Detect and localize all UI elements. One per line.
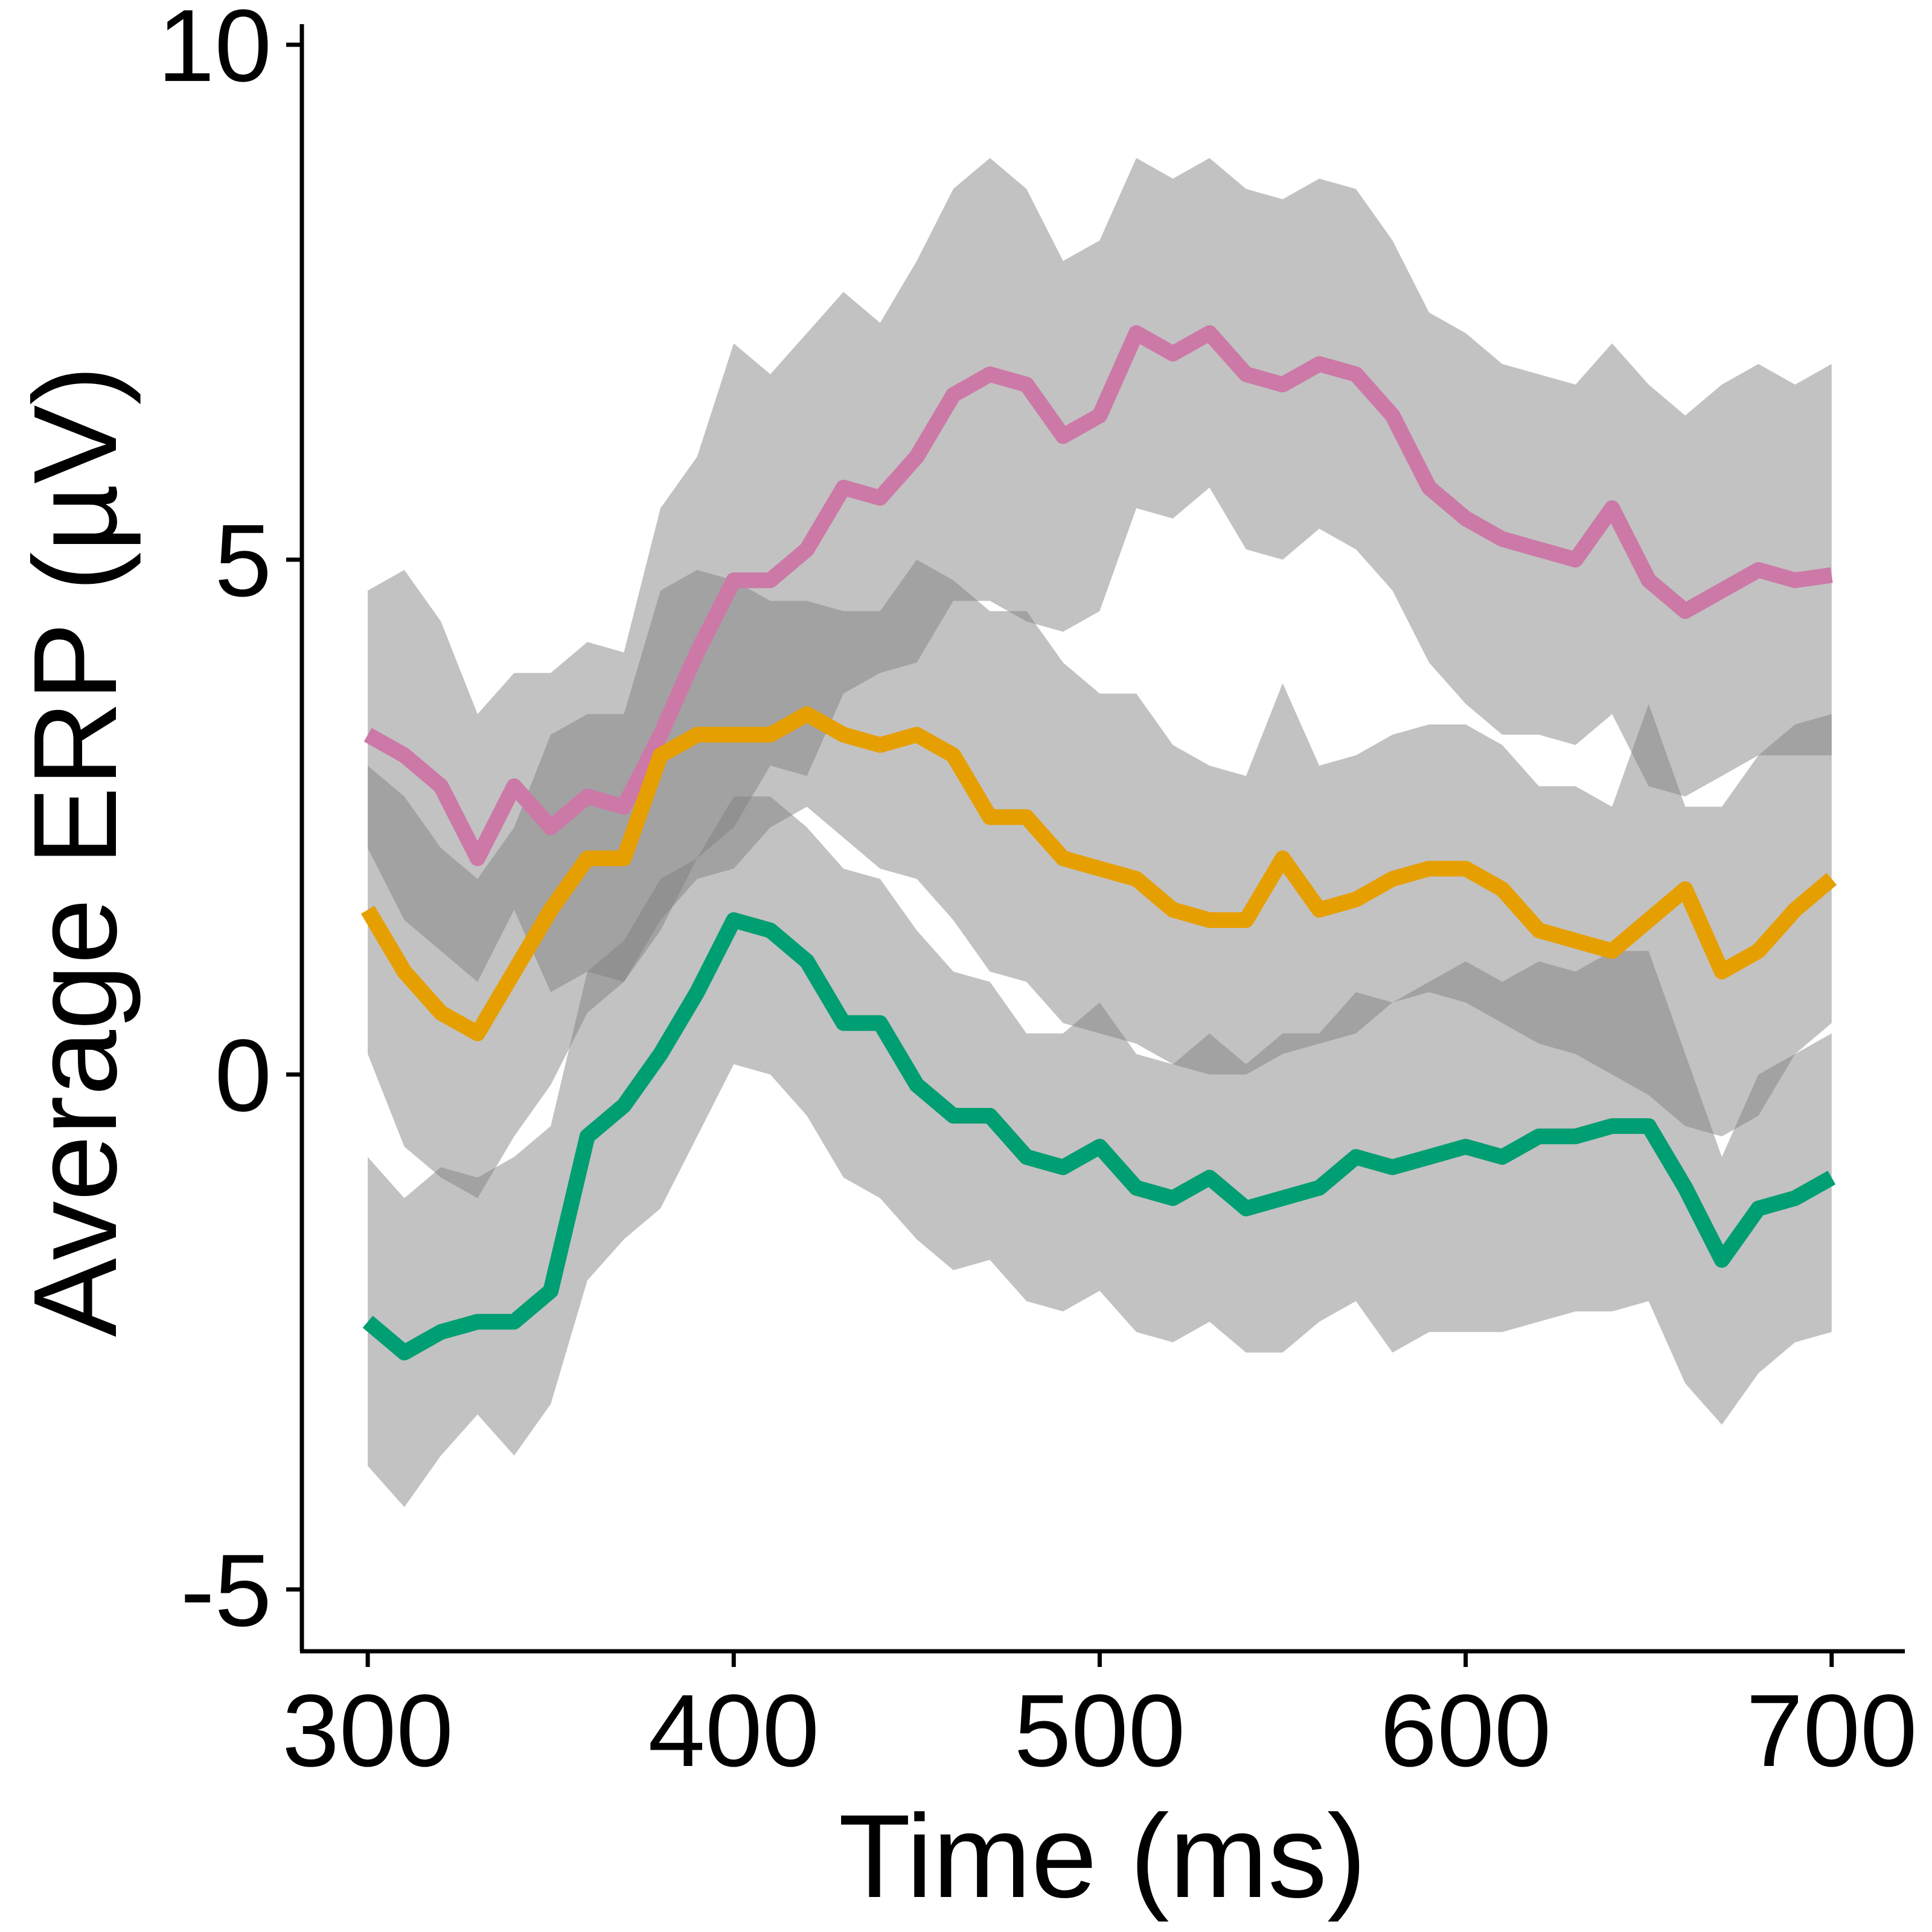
x-tick-label: 300 [282,1674,453,1788]
y-tick-label: 5 [214,504,272,618]
axes: 300 400 500 600 700 -5 0 5 10 [158,0,1918,1788]
x-axis-title: Time (ms) [839,1790,1367,1922]
x-tick-label: 400 [648,1674,819,1788]
series-line [363,325,1833,866]
ci-ribbon [368,158,1832,993]
series-lines [360,325,1837,1361]
x-ticks: 300 400 500 600 700 [282,1651,1918,1788]
y-tick-label: 10 [158,0,272,103]
x-tick-label: 500 [1014,1674,1186,1788]
y-tick-label: -5 [181,1534,272,1648]
x-tick-label: 600 [1380,1674,1552,1788]
x-tick-label: 700 [1746,1674,1918,1788]
ci-ribbons [368,158,1832,1508]
y-axis-title: Average ERP (µV) [9,365,141,1337]
y-tick-label: 0 [214,1019,272,1133]
y-ticks: -5 0 5 10 [158,0,302,1648]
series-line [362,912,1836,1361]
ci-ribbon [368,560,1832,1198]
series-line [360,706,1837,1041]
